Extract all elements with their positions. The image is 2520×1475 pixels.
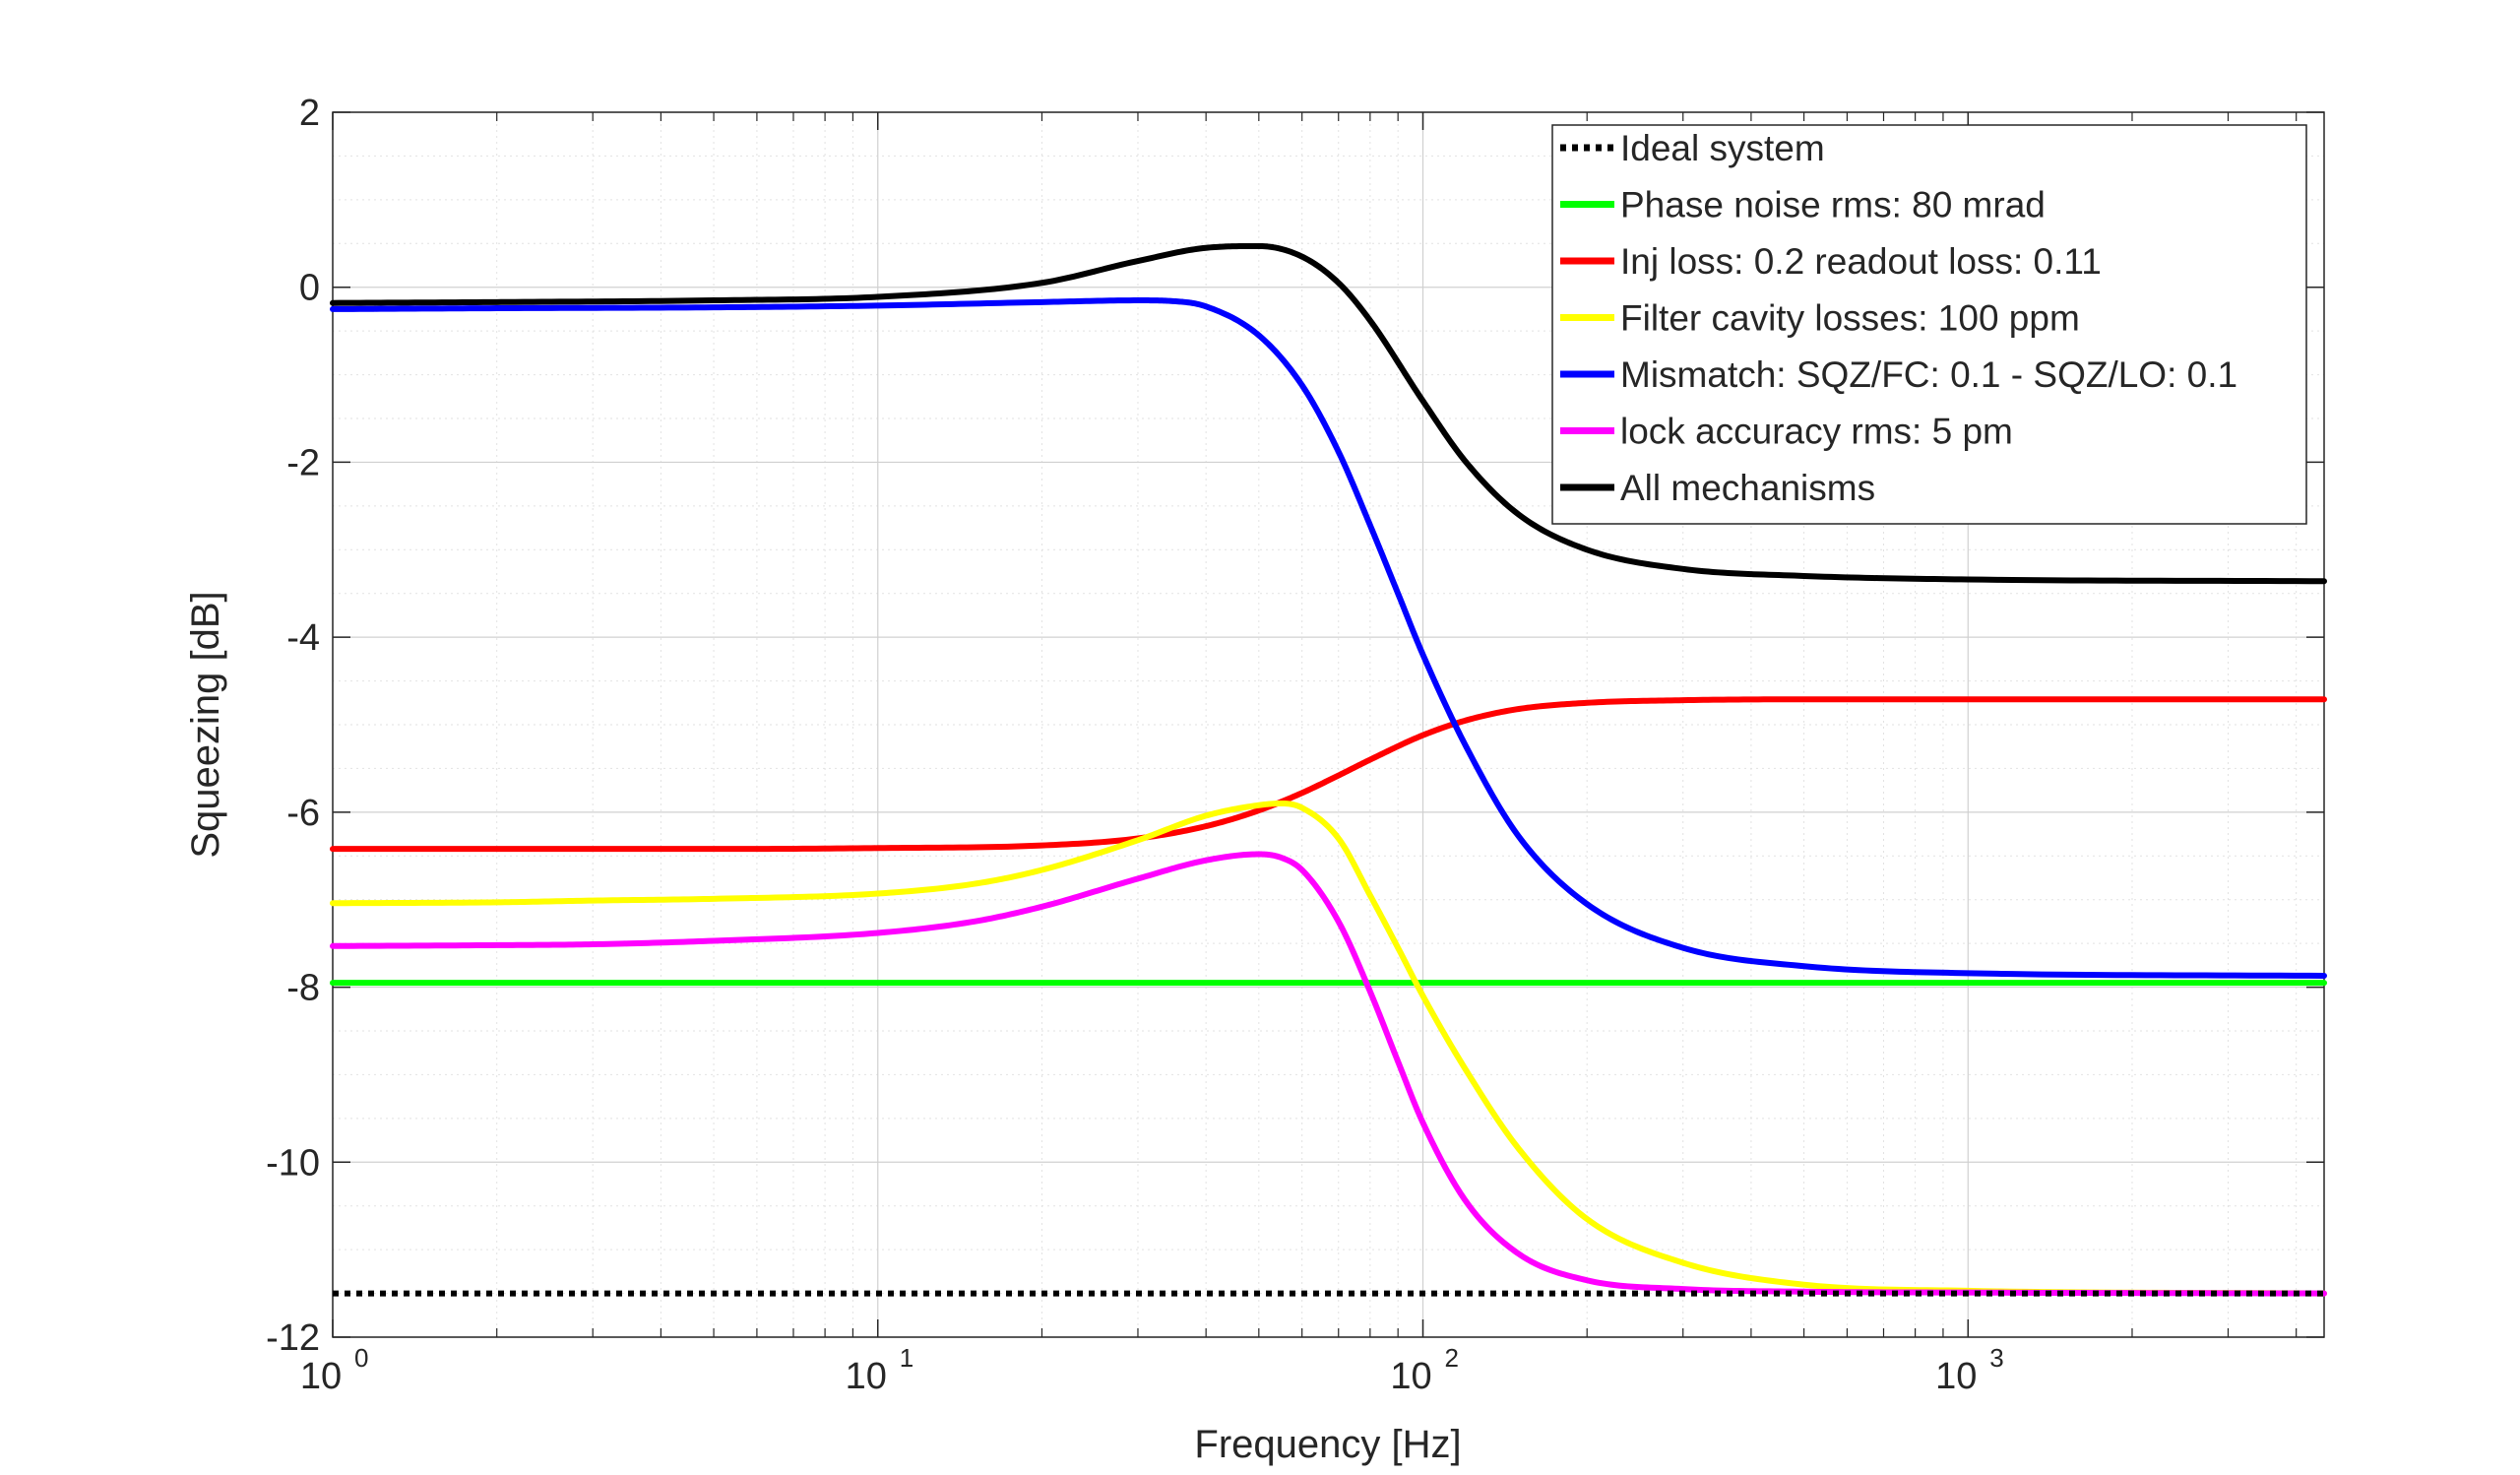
y-tick-label: -4 bbox=[286, 617, 320, 659]
y-tick-label: -12 bbox=[266, 1317, 320, 1359]
y-axis-tick-labels: 2 0 -2 -4 -6 -8 -10 -12 bbox=[266, 93, 320, 1359]
axis-ticks bbox=[332, 111, 2324, 1338]
x-tick-label: 10 bbox=[1390, 1356, 1431, 1397]
y-tick-label: -6 bbox=[286, 793, 320, 834]
data-series bbox=[330, 242, 2327, 1297]
series-line-4 bbox=[330, 297, 2327, 980]
y-tick-label: 0 bbox=[299, 268, 320, 309]
legend-label-5: lock accuracy rms: 5 pm bbox=[1620, 412, 2013, 452]
legend-label-3: Filter cavity losses: 100 ppm bbox=[1620, 298, 2080, 339]
legend-label-4: Mismatch: SQZ/FC: 0.1 - SQZ/LO: 0.1 bbox=[1620, 354, 2237, 395]
x-tick-exponent: 3 bbox=[1989, 1343, 2003, 1373]
legend-box bbox=[1551, 124, 2307, 525]
plot-area-frame bbox=[332, 111, 2325, 1338]
series-line-2 bbox=[330, 696, 2327, 853]
x-tick-label: 10 bbox=[1935, 1356, 1977, 1397]
legend-label-6: All mechanisms bbox=[1620, 468, 1875, 508]
x-axis-tick-labels: 10 0 10 1 10 2 10 3 bbox=[300, 1343, 2004, 1397]
legend-label-0: Ideal system bbox=[1620, 128, 1825, 168]
x-tick-exponent: 2 bbox=[1445, 1343, 1459, 1373]
y-tick-label: 2 bbox=[299, 93, 320, 134]
x-tick-label: 10 bbox=[300, 1356, 342, 1397]
series-line-5 bbox=[330, 851, 2327, 1297]
y-tick-label: -10 bbox=[266, 1142, 320, 1184]
legend-label-2: Inj loss: 0.2 readout loss: 0.11 bbox=[1620, 241, 2102, 282]
legend: Ideal system Phase noise rms: 80 mrad Inj … bbox=[1551, 124, 2307, 525]
x-tick-exponent: 1 bbox=[900, 1343, 914, 1373]
x-tick-exponent: 0 bbox=[354, 1343, 368, 1373]
y-axis-label: Squeezing [dB] bbox=[184, 591, 227, 858]
x-axis-label: Frequency [Hz] bbox=[1194, 1423, 1461, 1466]
x-tick-label: 10 bbox=[846, 1356, 887, 1397]
y-tick-label: -8 bbox=[286, 968, 320, 1009]
y-tick-label: -2 bbox=[286, 442, 320, 483]
series-line-3 bbox=[330, 800, 2327, 1297]
series-line-6 bbox=[330, 242, 2327, 585]
legend-label-1: Phase noise rms: 80 mrad bbox=[1620, 185, 2046, 225]
